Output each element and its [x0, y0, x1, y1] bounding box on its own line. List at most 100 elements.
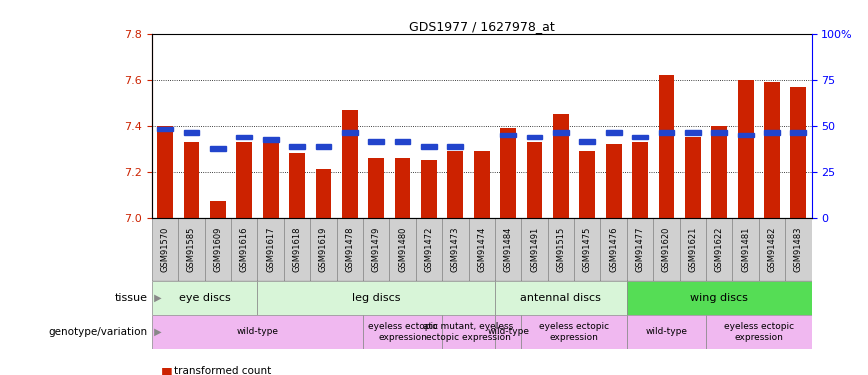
- Bar: [500, 132, 516, 137]
- Text: ▶: ▶: [151, 327, 161, 337]
- Text: GSM91622: GSM91622: [714, 226, 724, 272]
- Text: GSM91616: GSM91616: [240, 226, 249, 272]
- Text: GSM91472: GSM91472: [424, 226, 433, 272]
- Bar: [368, 140, 385, 144]
- Bar: [474, 151, 490, 217]
- Bar: [659, 75, 674, 217]
- Bar: [342, 110, 358, 218]
- Bar: [791, 130, 806, 135]
- Text: GSM91478: GSM91478: [345, 226, 354, 272]
- Bar: [236, 142, 253, 218]
- Text: GSM91620: GSM91620: [662, 226, 671, 272]
- Bar: [152, 281, 258, 315]
- Bar: [363, 217, 390, 281]
- Bar: [205, 217, 231, 281]
- Bar: [236, 135, 253, 140]
- Bar: [263, 137, 279, 142]
- Bar: [157, 127, 173, 131]
- Bar: [210, 201, 226, 217]
- Text: antennal discs: antennal discs: [521, 293, 602, 303]
- Text: transformed count: transformed count: [174, 366, 271, 375]
- Text: wild-type: wild-type: [646, 327, 687, 336]
- Text: GSM91585: GSM91585: [187, 226, 196, 272]
- Bar: [495, 217, 522, 281]
- Text: wild-type: wild-type: [236, 327, 279, 336]
- Text: GSM91475: GSM91475: [582, 226, 592, 272]
- Bar: [395, 140, 411, 144]
- Bar: [447, 151, 464, 217]
- Bar: [395, 158, 411, 218]
- Text: eyeless ectopic
expression: eyeless ectopic expression: [539, 322, 609, 342]
- Bar: [442, 315, 495, 349]
- Text: genotype/variation: genotype/variation: [49, 327, 148, 337]
- Text: GSM91476: GSM91476: [609, 226, 618, 272]
- Text: GSM91484: GSM91484: [503, 226, 513, 272]
- Bar: [627, 281, 812, 315]
- Text: eyeless ectopic
expression: eyeless ectopic expression: [367, 322, 437, 342]
- Bar: [258, 217, 284, 281]
- Bar: [606, 144, 621, 218]
- Bar: [289, 144, 305, 148]
- Bar: [416, 217, 442, 281]
- Text: tissue: tissue: [115, 293, 148, 303]
- Bar: [579, 140, 595, 144]
- Bar: [337, 217, 363, 281]
- Bar: [601, 217, 627, 281]
- Bar: [178, 217, 205, 281]
- Bar: [685, 137, 700, 218]
- Bar: [527, 135, 542, 140]
- Text: GSM91479: GSM91479: [372, 226, 381, 272]
- Bar: [210, 146, 226, 151]
- Text: GSM91473: GSM91473: [450, 226, 460, 272]
- Text: GSM91474: GSM91474: [477, 226, 486, 272]
- Bar: [574, 217, 601, 281]
- Bar: [289, 153, 305, 218]
- Text: GSM91477: GSM91477: [635, 226, 645, 272]
- Bar: [786, 217, 812, 281]
- Text: GSM91491: GSM91491: [530, 227, 539, 272]
- Bar: [659, 130, 674, 135]
- Bar: [152, 315, 363, 349]
- Bar: [738, 132, 753, 137]
- Bar: [183, 130, 200, 135]
- Bar: [706, 217, 733, 281]
- Bar: [495, 281, 627, 315]
- Bar: [258, 281, 495, 315]
- Bar: [495, 315, 522, 349]
- Bar: [368, 158, 385, 218]
- Text: GSM91481: GSM91481: [741, 226, 750, 272]
- Bar: [548, 217, 574, 281]
- Bar: [315, 169, 332, 217]
- Text: ■: ■: [161, 365, 173, 375]
- Bar: [706, 315, 812, 349]
- Bar: [527, 142, 542, 218]
- Bar: [263, 142, 279, 218]
- Text: wild-type: wild-type: [487, 327, 529, 336]
- Bar: [627, 315, 706, 349]
- Text: eyeless ectopic
expression: eyeless ectopic expression: [724, 322, 794, 342]
- Bar: [390, 217, 416, 281]
- Bar: [421, 160, 437, 218]
- Bar: [522, 217, 548, 281]
- Bar: [152, 217, 178, 281]
- Title: GDS1977 / 1627978_at: GDS1977 / 1627978_at: [409, 20, 555, 33]
- Text: GSM91621: GSM91621: [688, 226, 697, 272]
- Text: wing discs: wing discs: [690, 293, 748, 303]
- Bar: [632, 142, 648, 218]
- Text: ato mutant, eyeless
ectopic expression: ato mutant, eyeless ectopic expression: [424, 322, 514, 342]
- Bar: [553, 130, 569, 135]
- Bar: [764, 130, 780, 135]
- Bar: [553, 114, 569, 218]
- Text: ▶: ▶: [151, 293, 161, 303]
- Bar: [157, 126, 173, 218]
- Text: GSM91618: GSM91618: [293, 226, 301, 272]
- Bar: [738, 80, 753, 218]
- Text: GSM91480: GSM91480: [398, 226, 407, 272]
- Bar: [342, 130, 358, 135]
- Bar: [447, 144, 464, 148]
- Bar: [284, 217, 310, 281]
- Text: GSM91570: GSM91570: [161, 226, 169, 272]
- Text: GSM91483: GSM91483: [794, 226, 803, 272]
- Text: GSM91617: GSM91617: [266, 226, 275, 272]
- Bar: [733, 217, 759, 281]
